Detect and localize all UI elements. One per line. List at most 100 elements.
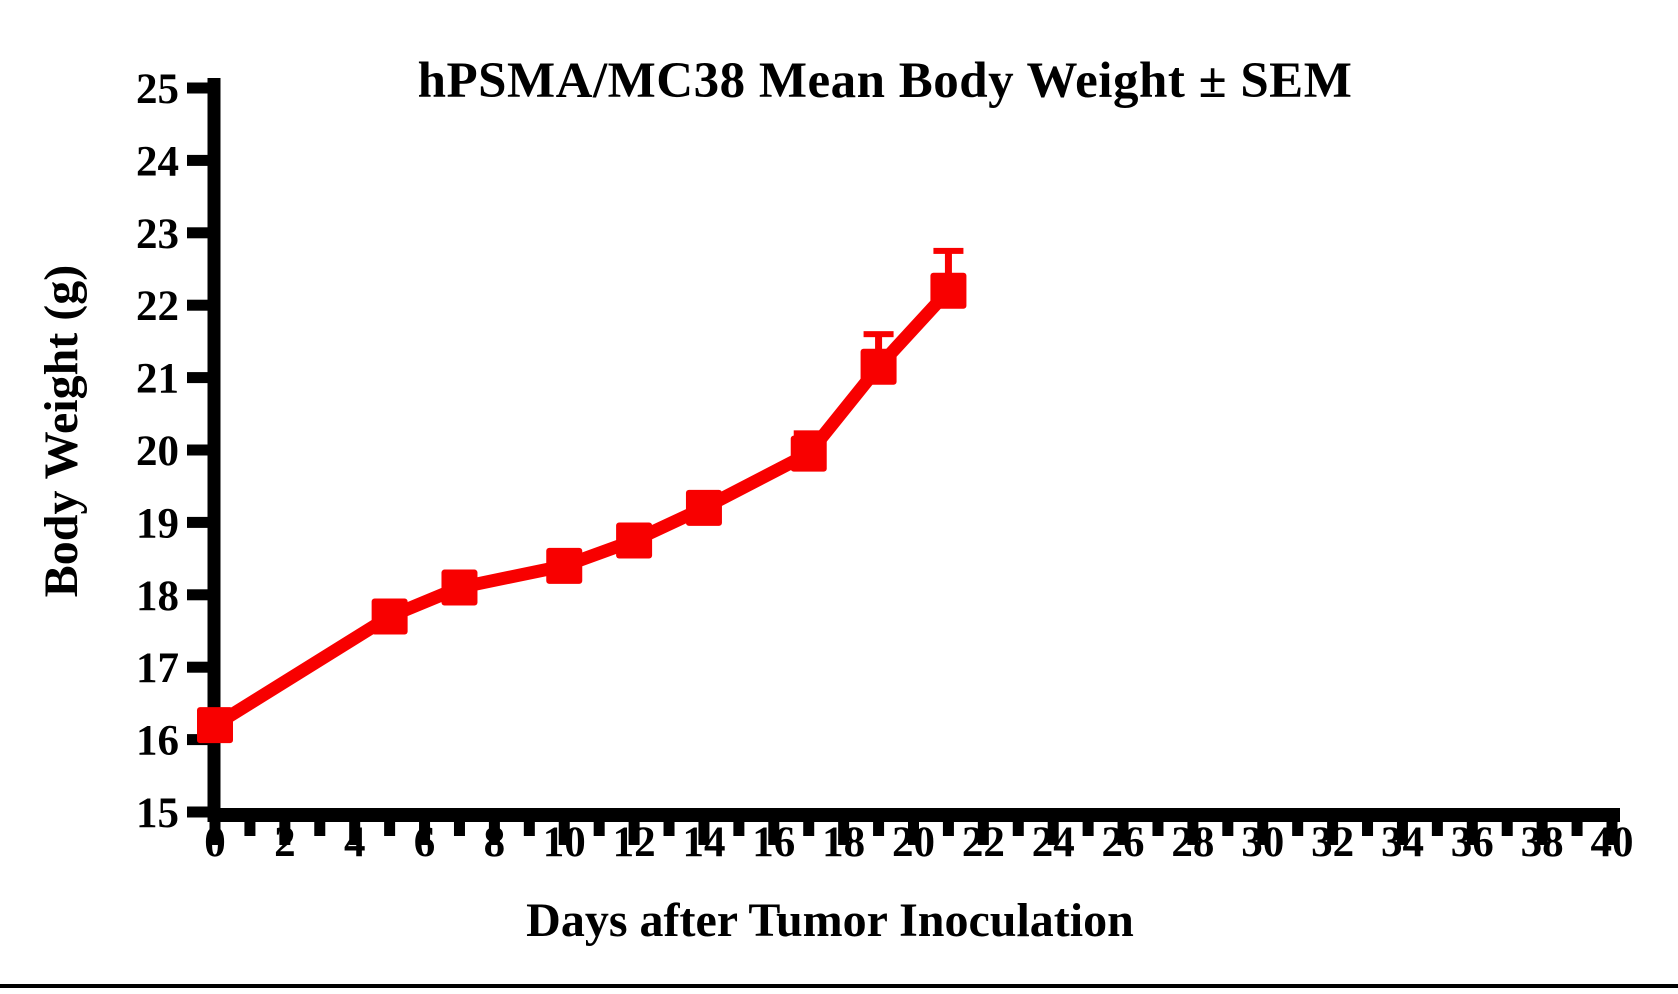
x-axis-major-tick xyxy=(768,822,780,845)
x-tick-label: 2 xyxy=(274,819,296,866)
x-tick-label: 10 xyxy=(543,819,586,866)
x-axis-major-tick xyxy=(279,822,291,845)
y-axis-tick xyxy=(187,589,214,601)
y-axis-tick xyxy=(187,372,214,384)
x-axis-minor-tick xyxy=(942,822,954,836)
x-axis-major-tick xyxy=(698,822,710,845)
x-axis-major-tick xyxy=(488,822,500,845)
x-axis-minor-tick xyxy=(1362,822,1374,836)
x-axis-major-tick xyxy=(209,822,221,845)
x-axis-minor-tick xyxy=(1431,822,1443,836)
y-axis-tick xyxy=(187,444,214,456)
y-tick-label: 15 xyxy=(136,790,179,837)
x-axis-title: Days after Tumor Inoculation xyxy=(526,894,1134,947)
data-point-marker xyxy=(197,707,233,744)
error-bar-cap xyxy=(793,430,824,437)
x-tick-label: 32 xyxy=(1311,819,1354,866)
y-tick-label: 23 xyxy=(136,211,179,258)
x-tick-label: 36 xyxy=(1451,819,1494,866)
x-axis-minor-tick xyxy=(663,822,675,836)
y-tick-label: 25 xyxy=(136,66,179,113)
x-axis-minor-tick xyxy=(453,822,465,836)
x-axis-major-tick xyxy=(1536,822,1548,845)
x-axis-major-tick xyxy=(349,822,361,845)
data-point-marker xyxy=(546,547,583,584)
x-tick-label: 18 xyxy=(822,819,865,866)
x-tick-label: 22 xyxy=(962,819,1005,866)
data-point-marker xyxy=(685,489,722,526)
data-point-marker xyxy=(371,598,408,635)
x-axis-minor-tick xyxy=(1222,822,1234,836)
y-axis-tick xyxy=(187,516,214,528)
x-axis-minor-tick xyxy=(733,822,745,836)
x-axis-minor-tick xyxy=(1082,822,1094,836)
data-point-marker xyxy=(616,522,653,559)
x-axis-major-tick xyxy=(977,822,989,845)
x-tick-label: 34 xyxy=(1381,819,1424,866)
x-axis-minor-tick xyxy=(1292,822,1304,836)
x-axis-major-tick xyxy=(558,822,570,845)
x-tick-label: 26 xyxy=(1102,819,1145,866)
x-axis-major-tick xyxy=(1047,822,1059,845)
y-axis-title: Body Weight (g) xyxy=(35,264,88,598)
data-point-marker xyxy=(930,272,967,309)
error-bar-stem xyxy=(944,250,952,291)
x-axis-minor-tick xyxy=(803,822,815,836)
x-tick-label: 8 xyxy=(484,819,506,866)
x-axis-major-tick xyxy=(419,822,431,845)
y-tick-label: 20 xyxy=(136,428,179,475)
x-axis-minor-tick xyxy=(593,822,605,836)
x-tick-label: 40 xyxy=(1591,819,1634,866)
x-axis-major-tick xyxy=(1606,822,1618,845)
y-axis-tick xyxy=(187,806,214,818)
bottom-divider xyxy=(0,984,1678,988)
chart-title: hPSMA/MC38 Mean Body Weight ± SEM xyxy=(417,53,1353,109)
x-tick-label: 30 xyxy=(1241,819,1284,866)
x-axis-major-tick xyxy=(908,822,919,845)
x-tick-label: 0 xyxy=(204,819,226,866)
y-axis-tick xyxy=(187,299,214,311)
y-axis-tick xyxy=(187,82,214,94)
y-tick-label: 21 xyxy=(136,356,179,403)
x-tick-label: 12 xyxy=(613,819,656,866)
y-tick-label: 18 xyxy=(136,573,179,620)
data-point-marker xyxy=(790,435,827,472)
y-axis-tick xyxy=(187,661,214,673)
x-axis-minor-tick xyxy=(523,822,535,836)
y-tick-label: 16 xyxy=(136,718,179,765)
x-axis-minor-tick xyxy=(314,822,326,836)
x-tick-label: 4 xyxy=(344,819,366,866)
data-point-marker xyxy=(860,348,897,385)
y-axis-tick xyxy=(187,154,214,166)
x-axis-minor-tick xyxy=(384,822,396,836)
x-tick-label: 20 xyxy=(892,819,935,866)
x-tick-label: 38 xyxy=(1521,819,1564,866)
y-tick-label: 19 xyxy=(136,500,179,547)
x-axis-major-tick xyxy=(628,822,640,845)
x-tick-label: 16 xyxy=(752,819,795,866)
y-tick-label: 22 xyxy=(136,283,179,330)
x-tick-label: 28 xyxy=(1171,819,1214,866)
x-axis-major-tick xyxy=(1466,822,1478,845)
y-tick-label: 17 xyxy=(136,645,179,692)
series-line xyxy=(211,286,954,731)
error-bar-cap xyxy=(933,247,964,254)
x-axis-minor-tick xyxy=(1571,822,1583,836)
x-axis-minor-tick xyxy=(1012,822,1024,836)
x-axis-minor-tick xyxy=(244,822,256,836)
x-axis-major-tick xyxy=(1327,822,1339,845)
x-axis-major-tick xyxy=(1117,822,1129,845)
x-axis-major-tick xyxy=(838,822,850,845)
x-tick-label: 24 xyxy=(1032,819,1075,866)
x-axis-major-tick xyxy=(1396,822,1408,845)
y-axis-tick xyxy=(187,227,214,239)
x-axis-major-tick xyxy=(1257,822,1269,845)
error-bar-cap xyxy=(863,331,894,338)
x-axis-minor-tick xyxy=(1152,822,1164,836)
x-axis-major-tick xyxy=(1187,822,1199,845)
y-tick-label: 24 xyxy=(136,138,179,185)
x-axis-minor-tick xyxy=(873,822,885,836)
x-tick-label: 6 xyxy=(414,819,436,866)
